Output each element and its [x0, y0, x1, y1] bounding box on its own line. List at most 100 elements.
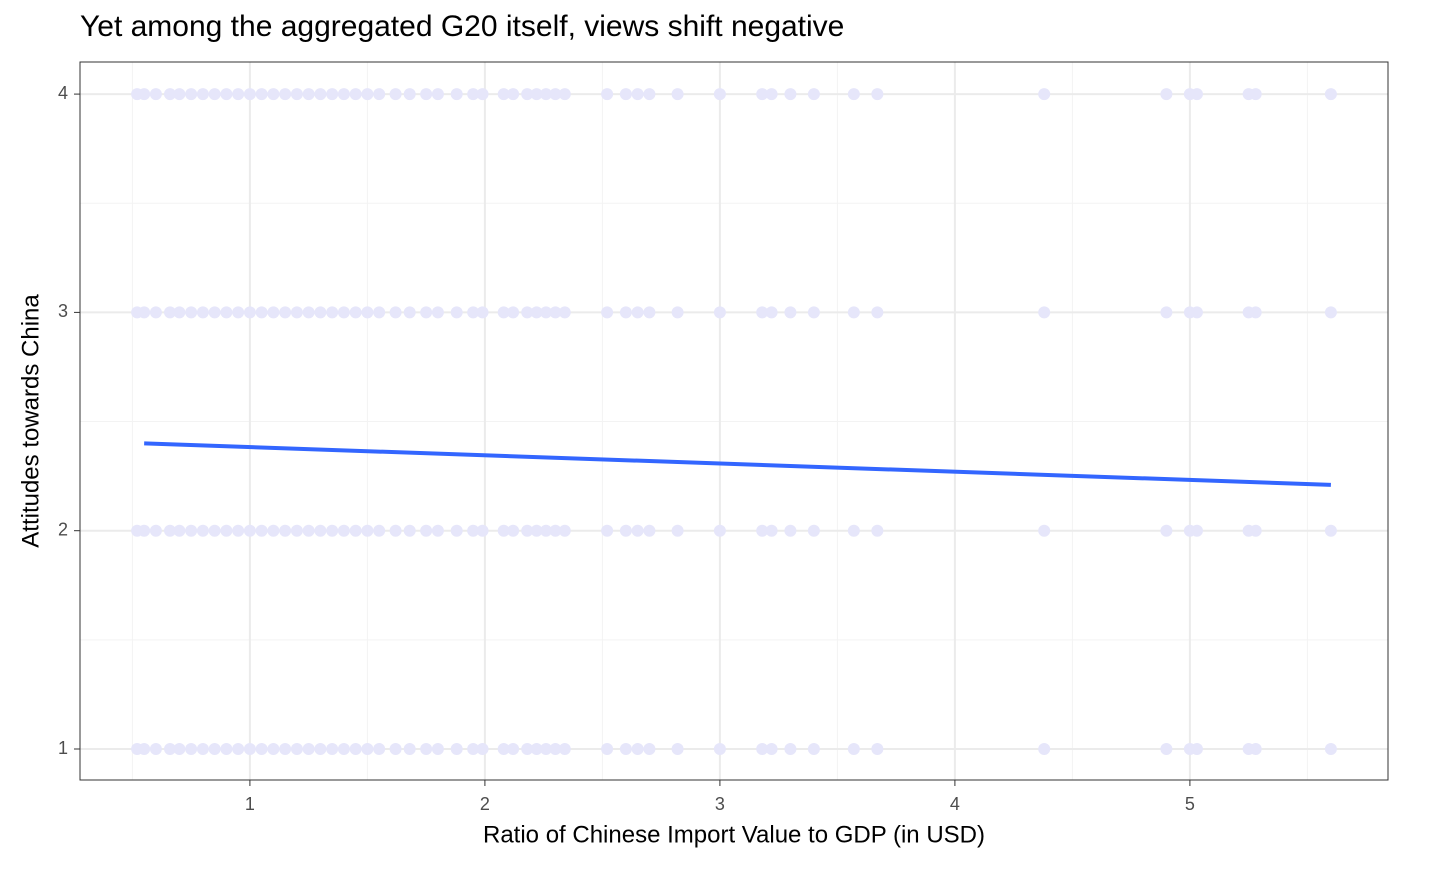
point — [1249, 743, 1262, 756]
point — [476, 743, 489, 756]
point — [507, 743, 520, 756]
point — [185, 524, 198, 537]
y-tick-label: 4 — [58, 83, 68, 103]
point — [530, 306, 543, 319]
point — [807, 306, 820, 319]
point — [389, 306, 402, 319]
point — [196, 524, 209, 537]
point — [871, 743, 884, 756]
point — [450, 743, 463, 756]
point — [871, 306, 884, 319]
point — [1038, 524, 1051, 537]
point — [1190, 524, 1203, 537]
point — [643, 524, 656, 537]
point — [232, 743, 245, 756]
point — [255, 306, 268, 319]
point — [164, 88, 177, 101]
point — [601, 306, 614, 319]
point — [549, 306, 562, 319]
point — [713, 88, 726, 101]
point — [314, 524, 327, 537]
y-axis-label: Attitudes towards China — [17, 294, 44, 548]
point — [208, 524, 221, 537]
point — [431, 88, 444, 101]
point — [337, 743, 350, 756]
point — [713, 743, 726, 756]
point — [173, 524, 186, 537]
point — [243, 306, 256, 319]
point — [756, 306, 769, 319]
point — [279, 306, 292, 319]
point — [337, 524, 350, 537]
point — [220, 88, 233, 101]
point — [619, 306, 632, 319]
point — [497, 88, 510, 101]
point — [847, 306, 860, 319]
point — [619, 88, 632, 101]
point — [1324, 743, 1337, 756]
point — [476, 88, 489, 101]
point — [431, 306, 444, 319]
point — [389, 88, 402, 101]
point — [450, 306, 463, 319]
point — [185, 88, 198, 101]
point — [507, 524, 520, 537]
x-tick-label: 4 — [950, 794, 960, 814]
point — [540, 306, 553, 319]
point — [558, 306, 571, 319]
point — [540, 743, 553, 756]
point — [765, 743, 778, 756]
point — [232, 524, 245, 537]
point — [540, 524, 553, 537]
point — [337, 306, 350, 319]
point — [173, 306, 186, 319]
point — [267, 743, 280, 756]
point — [847, 88, 860, 101]
point — [420, 88, 433, 101]
point — [326, 306, 339, 319]
point — [713, 524, 726, 537]
point — [1038, 743, 1051, 756]
trend-line — [144, 441, 1331, 487]
point — [807, 88, 820, 101]
point — [558, 88, 571, 101]
point — [521, 524, 534, 537]
point — [601, 88, 614, 101]
point — [232, 306, 245, 319]
point — [255, 88, 268, 101]
point — [361, 88, 374, 101]
point — [232, 88, 245, 101]
point — [1160, 306, 1173, 319]
point — [521, 88, 534, 101]
point — [361, 743, 374, 756]
point — [326, 524, 339, 537]
point — [807, 524, 820, 537]
point — [467, 524, 480, 537]
point — [1190, 743, 1203, 756]
point — [420, 524, 433, 537]
point — [138, 88, 151, 101]
point — [671, 524, 684, 537]
point — [497, 524, 510, 537]
point — [164, 306, 177, 319]
point — [549, 524, 562, 537]
point — [403, 306, 416, 319]
point — [173, 743, 186, 756]
point — [1324, 88, 1337, 101]
point — [337, 88, 350, 101]
chart-title: Yet among the aggregated G20 itself, vie… — [80, 10, 844, 43]
point — [403, 88, 416, 101]
point — [208, 88, 221, 101]
point — [138, 743, 151, 756]
point — [185, 743, 198, 756]
y-tick-label: 2 — [58, 519, 68, 539]
point — [279, 524, 292, 537]
point — [765, 524, 778, 537]
point — [349, 306, 362, 319]
point — [807, 743, 820, 756]
point — [530, 743, 543, 756]
point — [756, 88, 769, 101]
point — [558, 524, 571, 537]
